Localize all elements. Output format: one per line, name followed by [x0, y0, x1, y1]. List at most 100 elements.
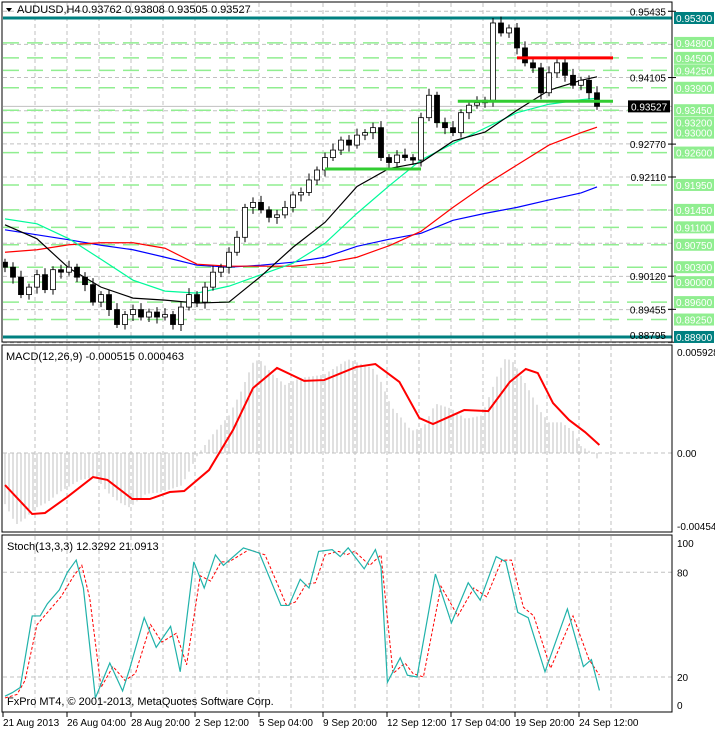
- bear-candle: [138, 309, 144, 318]
- bull-candle: [298, 192, 304, 196]
- bull-candle: [130, 309, 136, 315]
- bear-candle: [18, 276, 24, 296]
- macd-axis-label: -0.004545: [677, 522, 715, 533]
- bull-candle: [314, 169, 320, 181]
- level-price-box: [674, 203, 714, 216]
- bull-candle: [178, 306, 184, 325]
- bull-candle: [162, 314, 168, 318]
- level-price-box: [674, 64, 714, 77]
- copyright-footer: FxPro MT4, © 2001-2013, MetaQuotes Softw…: [7, 696, 274, 708]
- level-price-box: [674, 238, 714, 251]
- time-tick-label: 24 Sep 12:00: [579, 718, 639, 729]
- bull-candle: [250, 202, 256, 208]
- stoch-signal-line: [4, 549, 600, 699]
- bull-candle: [218, 266, 224, 273]
- current-price-box: [628, 100, 670, 113]
- level-price-box: [674, 178, 714, 191]
- macd-panel: [4, 359, 601, 525]
- level-price-box: [674, 296, 714, 309]
- bear-candle: [498, 22, 504, 34]
- chart-header: AUDUSD,H4 0.93762 0.93808 0.93505 0.9352…: [6, 4, 251, 16]
- stoch-axis-label: 100: [677, 539, 694, 550]
- bear-candle: [434, 94, 440, 124]
- price-tick-label: 0.89455: [630, 305, 667, 316]
- price-axis: 0.95435 0.94105 0.92770 0.92110 0.90120 0.894…: [628, 7, 715, 712]
- bear-candle: [114, 309, 120, 325]
- level-price-label: 0.89250: [676, 316, 713, 327]
- bear-candle: [570, 74, 576, 86]
- stoch-panel: [4, 546, 600, 699]
- bear-candle: [586, 79, 592, 94]
- level-price-box: [674, 81, 714, 94]
- bull-candle: [242, 206, 248, 238]
- time-tick-label: 17 Sep 04:00: [451, 718, 511, 729]
- level-price-label: 0.90300: [676, 263, 713, 274]
- level-price-box: [674, 146, 714, 159]
- bull-candle: [98, 294, 104, 303]
- bull-candle: [418, 117, 424, 161]
- ma-blue-line: [4, 186, 598, 268]
- bear-candle: [42, 274, 48, 291]
- level-price-label: 0.88900: [676, 333, 713, 344]
- bull-candle: [282, 206, 288, 216]
- bull-candle: [474, 102, 480, 106]
- bear-candle: [74, 266, 80, 278]
- bull-candle: [186, 294, 192, 308]
- level-price-label: 0.93000: [676, 129, 713, 140]
- level-price-box: [674, 51, 714, 64]
- level-price-label: 0.93450: [676, 106, 713, 117]
- price-tick-label: 0.94105: [630, 74, 667, 85]
- horizontal-levels: [3, 16, 672, 339]
- low-price: 0.93505: [168, 4, 208, 16]
- time-tick-label: 9 Sep 20:00: [323, 718, 377, 729]
- level-price-box: [674, 261, 714, 274]
- close-price: 0.93527: [211, 4, 251, 16]
- macd-axis-label: 0.005928: [677, 348, 715, 359]
- level-price-label: 0.91100: [676, 223, 712, 234]
- bull-candle: [370, 127, 376, 134]
- level-price-label: 0.94800: [676, 39, 713, 50]
- ma-black-line: [4, 76, 598, 304]
- bull-candle: [146, 311, 152, 318]
- bull-candle: [330, 149, 336, 158]
- bull-candle: [50, 269, 56, 291]
- bear-candle: [410, 157, 416, 161]
- bull-candle: [122, 314, 128, 325]
- bull-candle: [226, 251, 232, 268]
- bull-candle: [578, 79, 584, 86]
- time-tick-label: 28 Aug 20:00: [131, 718, 190, 729]
- dropdown-triangle-icon[interactable]: [6, 8, 12, 12]
- bull-candle: [354, 134, 360, 146]
- stoch-panel-frame: [1, 534, 673, 713]
- bull-candle: [202, 286, 208, 303]
- main-panel-frame: [1, 1, 673, 343]
- trendlines[interactable]: [325, 56, 613, 171]
- level-price-label: 0.93200: [676, 119, 713, 130]
- bull-candle: [274, 214, 280, 218]
- time-tick-label: 2 Sep 12:00: [195, 718, 249, 729]
- level-price-label: 0.89600: [676, 298, 713, 309]
- stoch-axis-label: 80: [677, 568, 689, 579]
- level-price-box: [674, 221, 714, 234]
- high-price: 0.93808: [125, 4, 165, 16]
- level-price-box: [674, 126, 714, 139]
- bear-candle: [266, 209, 272, 218]
- moving-averages: [4, 76, 598, 304]
- bear-candle: [10, 266, 16, 278]
- bull-candle: [466, 104, 472, 114]
- bull-candle: [554, 62, 560, 74]
- macd-signal-line: [4, 363, 601, 516]
- level-price-box: [674, 12, 714, 24]
- bull-candle: [426, 94, 432, 119]
- bear-candle: [258, 202, 264, 211]
- bear-candle: [562, 62, 568, 76]
- level-price-label: 0.94500: [676, 54, 713, 65]
- bull-candle: [290, 194, 296, 208]
- bear-candle: [90, 284, 96, 303]
- stoch-title: Stoch(13,3,3) 12.3292 21.0913: [7, 541, 159, 553]
- level-price-box: [674, 276, 714, 289]
- bear-candle: [3, 261, 8, 268]
- candles: [3, 16, 600, 331]
- bull-candle: [394, 154, 400, 163]
